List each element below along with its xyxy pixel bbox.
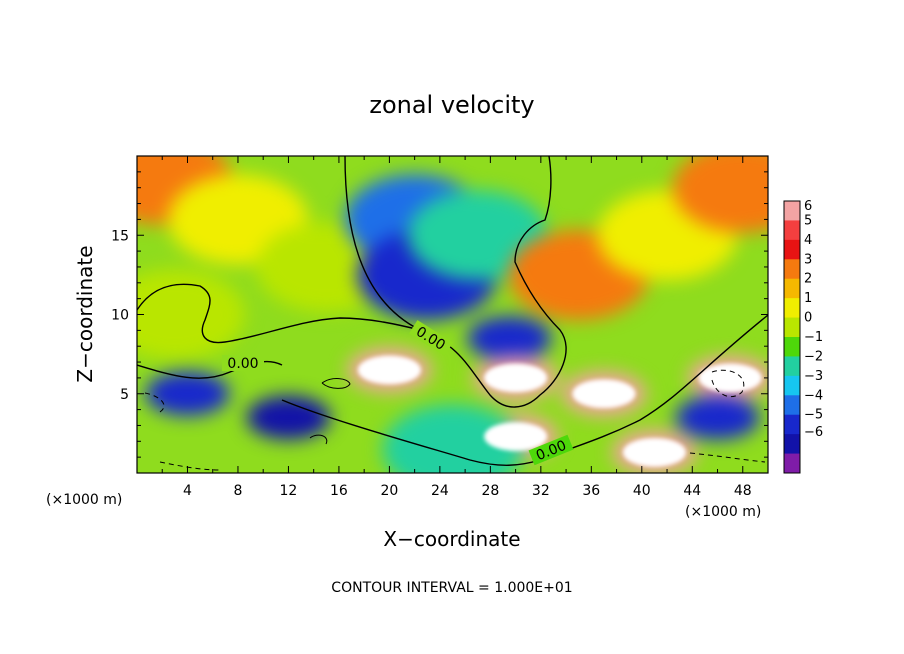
colorbar-swatch: [784, 434, 800, 455]
field-layer: 0.00 0.00 0.00: [137, 156, 768, 473]
contour-interval-text: CONTOUR INTERVAL = 1.000E+01: [331, 580, 572, 596]
colorbar: 65 4 3 2 1 0 −1 −2 −3 −4 −5 −6: [783, 199, 823, 474]
field-region: [675, 395, 760, 440]
colorbar-label: 0: [804, 311, 812, 326]
colorbar-label: 3: [804, 252, 812, 267]
colorbar-swatch: [784, 220, 800, 241]
field-saturated-region: [572, 379, 636, 409]
field-region: [382, 404, 523, 473]
x-tick-label: 16: [330, 483, 348, 499]
field-saturated-region: [484, 422, 548, 451]
x-tick-label: 8: [233, 483, 242, 499]
colorbar-label: 1: [804, 291, 812, 306]
field-region: [672, 156, 768, 233]
x-tick-label: 36: [582, 483, 600, 499]
x-tick-label: 48: [734, 483, 752, 499]
colorbar-label: 2: [804, 272, 812, 287]
colorbar-swatch: [784, 395, 800, 416]
dashed-contour-right: [689, 369, 766, 463]
colorbar-swatch: [784, 259, 800, 280]
colorbar-swatch: [784, 278, 800, 299]
colorbar-swatch: [784, 317, 800, 338]
y-tick-label: 15: [111, 228, 129, 244]
colorbar-swatch: [784, 239, 800, 260]
colorbar-label: −3: [804, 369, 823, 384]
colorbar-swatch: [784, 201, 800, 221]
axis-ticks: [137, 156, 768, 473]
contour-label-bg: [222, 355, 264, 371]
colorbar-swatch: [784, 337, 800, 357]
x-tick-label: 32: [532, 483, 550, 499]
y-axis-label: Z−coordinate: [73, 245, 97, 382]
colorbar-frame: [783, 200, 801, 474]
colorbar-label: 4: [804, 233, 812, 248]
x-unit-label-left: (×1000 m): [46, 492, 122, 508]
field-saturated-region: [357, 355, 421, 385]
colorbar-label: −6: [804, 425, 823, 440]
field-region: [467, 316, 552, 361]
x-tick-label: 12: [280, 483, 298, 499]
field-saturated-region: [484, 363, 548, 393]
zero-contour-upper-left: [137, 283, 421, 344]
x-tick-label: 28: [481, 483, 499, 499]
field-region: [137, 269, 245, 360]
colorbar-label: −2: [804, 349, 823, 364]
contour-label-bg: [528, 434, 574, 466]
x-tick-label: 40: [633, 483, 651, 499]
field-region: [407, 190, 548, 281]
colorbar-swatch: [784, 356, 800, 377]
field-region: [246, 395, 331, 440]
colorbar-label: 6: [804, 199, 812, 214]
field-saturated-region: [622, 438, 686, 467]
x-tick-label: 44: [683, 483, 701, 499]
field-saturated-region: [698, 363, 762, 393]
y-tick-label: 10: [111, 308, 129, 324]
y-tick-label: 5: [120, 387, 129, 403]
x-unit-label-right: (×1000 m): [685, 504, 761, 520]
colorbar-swatch: [784, 414, 800, 435]
colorbar-label: 5: [804, 213, 812, 228]
zero-contour-central: [344, 156, 567, 408]
field-region: [145, 371, 230, 416]
chart-title: zonal velocity: [369, 91, 534, 119]
x-tick-label: 24: [431, 483, 449, 499]
colorbar-swatch: [784, 298, 800, 319]
contour-label-bg: [408, 320, 454, 356]
colorbar-label: −4: [804, 388, 823, 403]
colorbar-swatch: [784, 453, 800, 474]
x-tick-label: 4: [183, 483, 192, 499]
colorbar-swatch: [784, 375, 800, 396]
x-axis-label: X−coordinate: [383, 527, 520, 551]
contour-label: 0.00: [227, 356, 258, 372]
colorbar-label: −1: [804, 330, 823, 345]
small-contour-loop: [309, 378, 351, 445]
x-tick-label: 20: [380, 483, 398, 499]
colorbar-label: −5: [804, 408, 823, 423]
dashed-contour-left: [144, 392, 221, 471]
